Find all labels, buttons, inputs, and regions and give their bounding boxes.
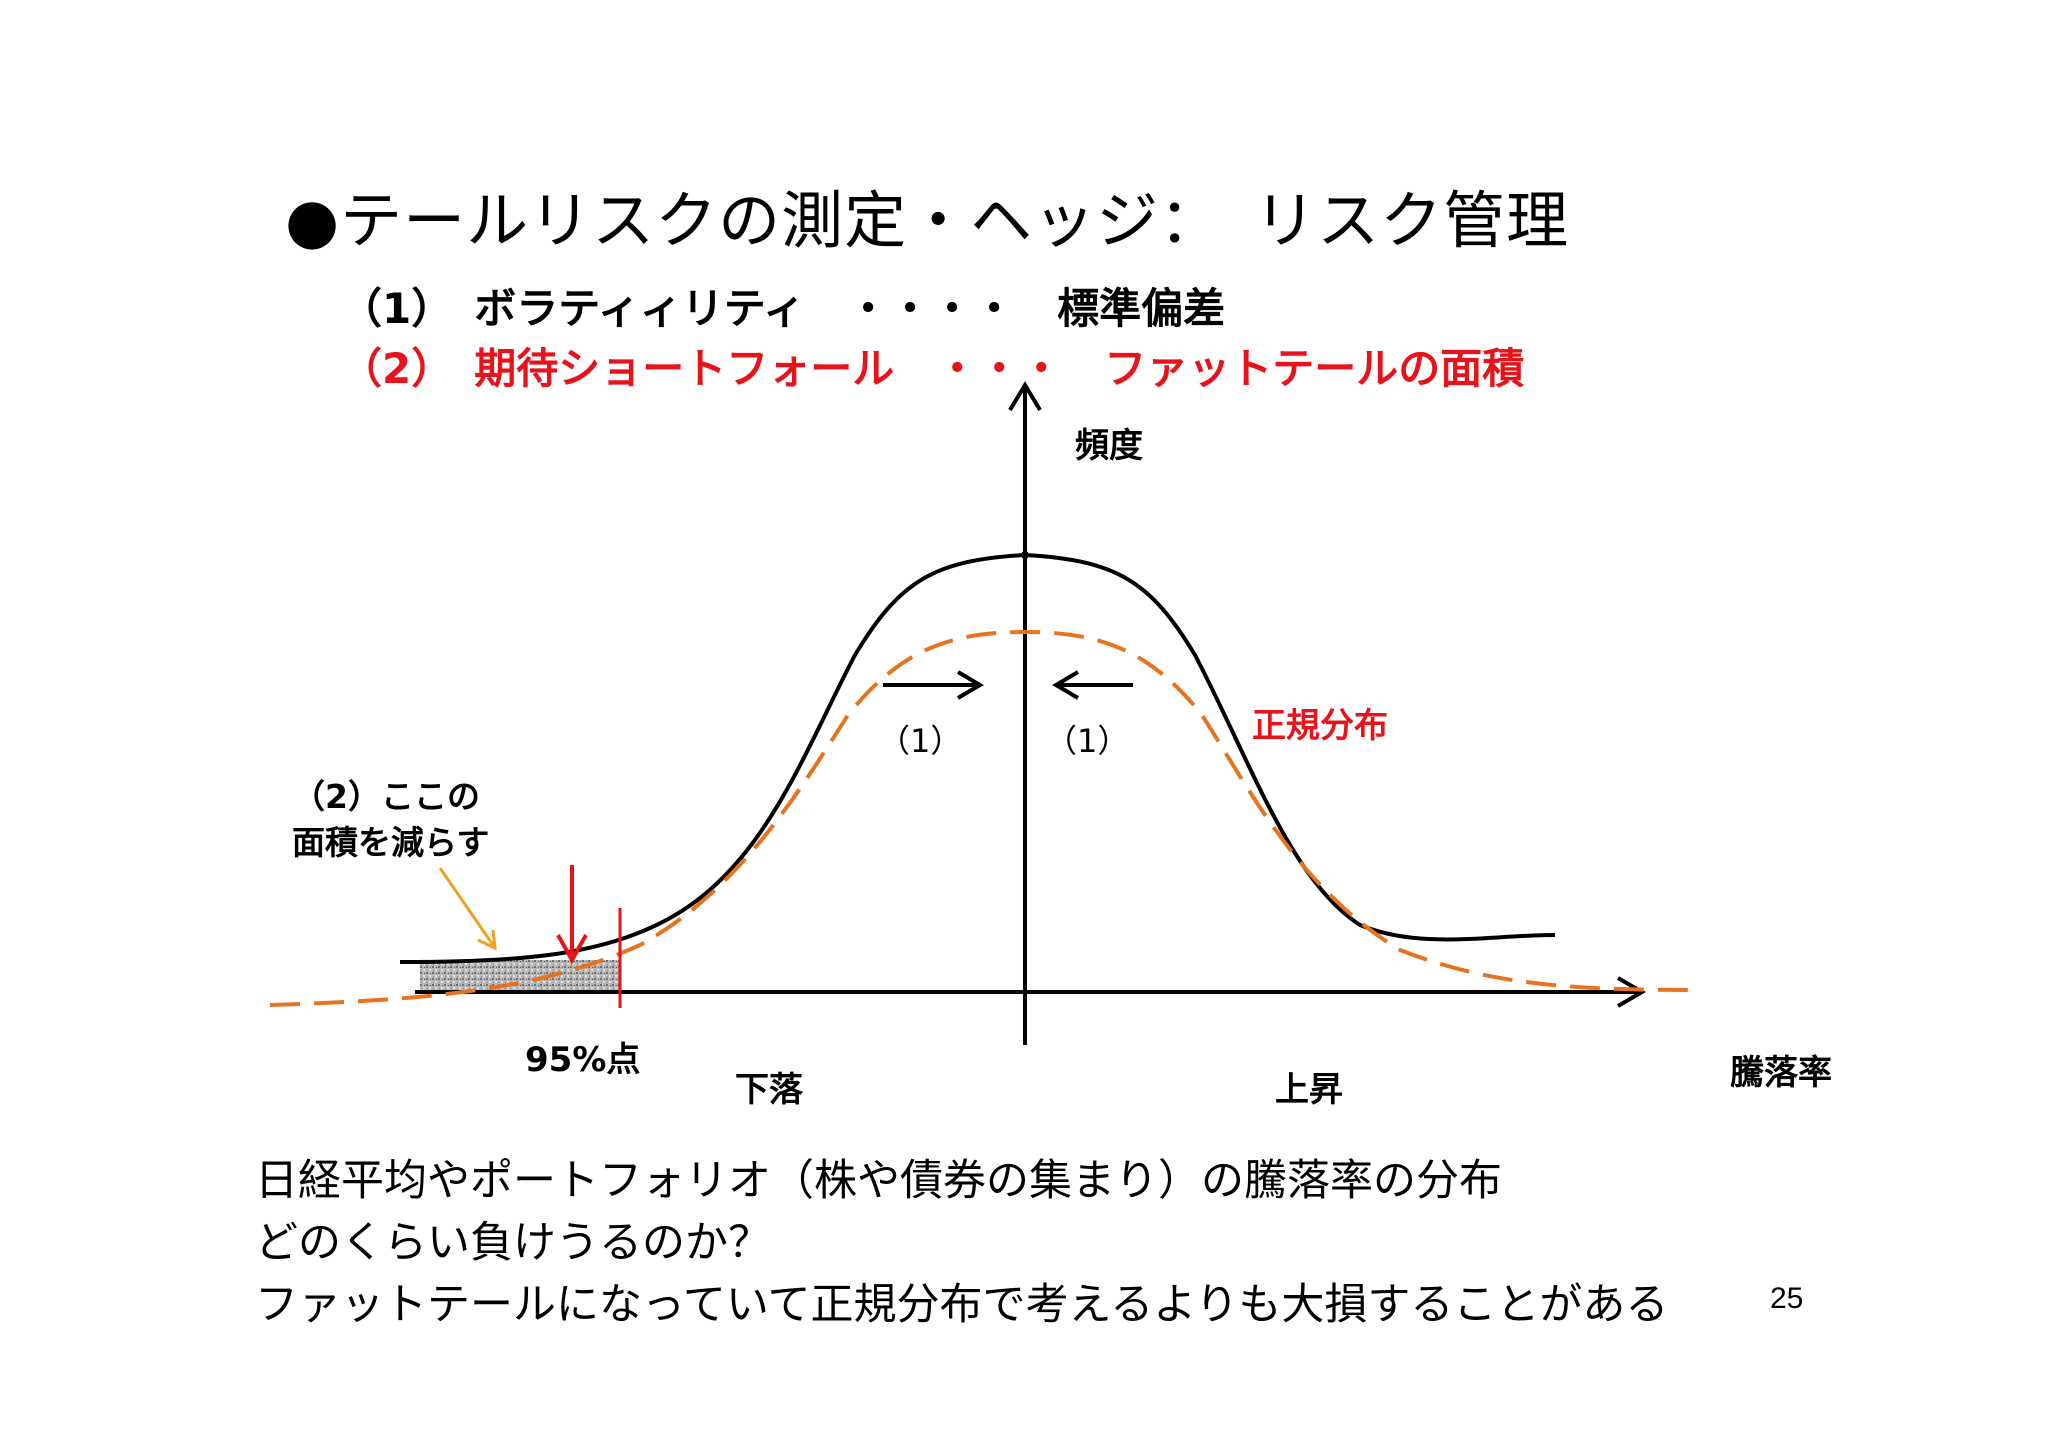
normal-distribution-label: 正規分布 bbox=[1252, 706, 1388, 746]
footer-line2: どのくらい負けうるのか？ bbox=[255, 1218, 771, 1268]
arrow-label-left: （1） bbox=[878, 722, 963, 760]
right-inward-arrowhead bbox=[1052, 670, 1080, 700]
footer-line3: ファットテールになっていて正規分布で考えるよりも大損することがある bbox=[255, 1280, 1669, 1330]
y-axis-label: 頻度 bbox=[1075, 426, 1143, 466]
area-note-line1: （2）ここの bbox=[292, 777, 480, 816]
arrow-label-right: （1） bbox=[1045, 722, 1130, 760]
x-axis-label: 騰落率 bbox=[1730, 1053, 1832, 1093]
footer-notes: 日経平均やポートフォリオ（株や債券の集まり）の騰落率の分布 どのくらい負けうるの… bbox=[255, 1150, 1668, 1336]
slide-title: ●テールリスクの測定・ヘッジ： リスク管理 bbox=[285, 184, 1570, 257]
down-label: 下落 bbox=[735, 1070, 803, 1110]
footer-line1: 日経平均やポートフォリオ（株や債券の集まり）の騰落率の分布 bbox=[255, 1156, 1502, 1206]
note-arrow-shaft bbox=[438, 867, 495, 946]
percentile-label: 95%点 bbox=[525, 1040, 641, 1080]
y-axis-arrowhead bbox=[1008, 381, 1042, 412]
subtitle-expected-shortfall: （2） 期待ショートフォール ・・・ ファットテールの面積 bbox=[340, 344, 1525, 393]
fat-tail-curve bbox=[399, 552, 1556, 964]
peak-point bbox=[1021, 551, 1029, 559]
x-axis-arrowhead bbox=[1616, 976, 1646, 1008]
up-label: 上昇 bbox=[1275, 1070, 1343, 1110]
subtitle-volatility: （1） ボラティィリティ ・・・・ 標準偏差 bbox=[340, 284, 1226, 333]
area-note-line2: 面積を減らす bbox=[292, 823, 490, 862]
left-inward-arrowhead bbox=[956, 670, 984, 700]
red-arrow-head bbox=[556, 934, 588, 965]
normal-curve bbox=[269, 629, 1701, 1007]
note-arrow-head bbox=[477, 929, 497, 951]
page-number: 25 bbox=[1770, 1282, 1804, 1315]
